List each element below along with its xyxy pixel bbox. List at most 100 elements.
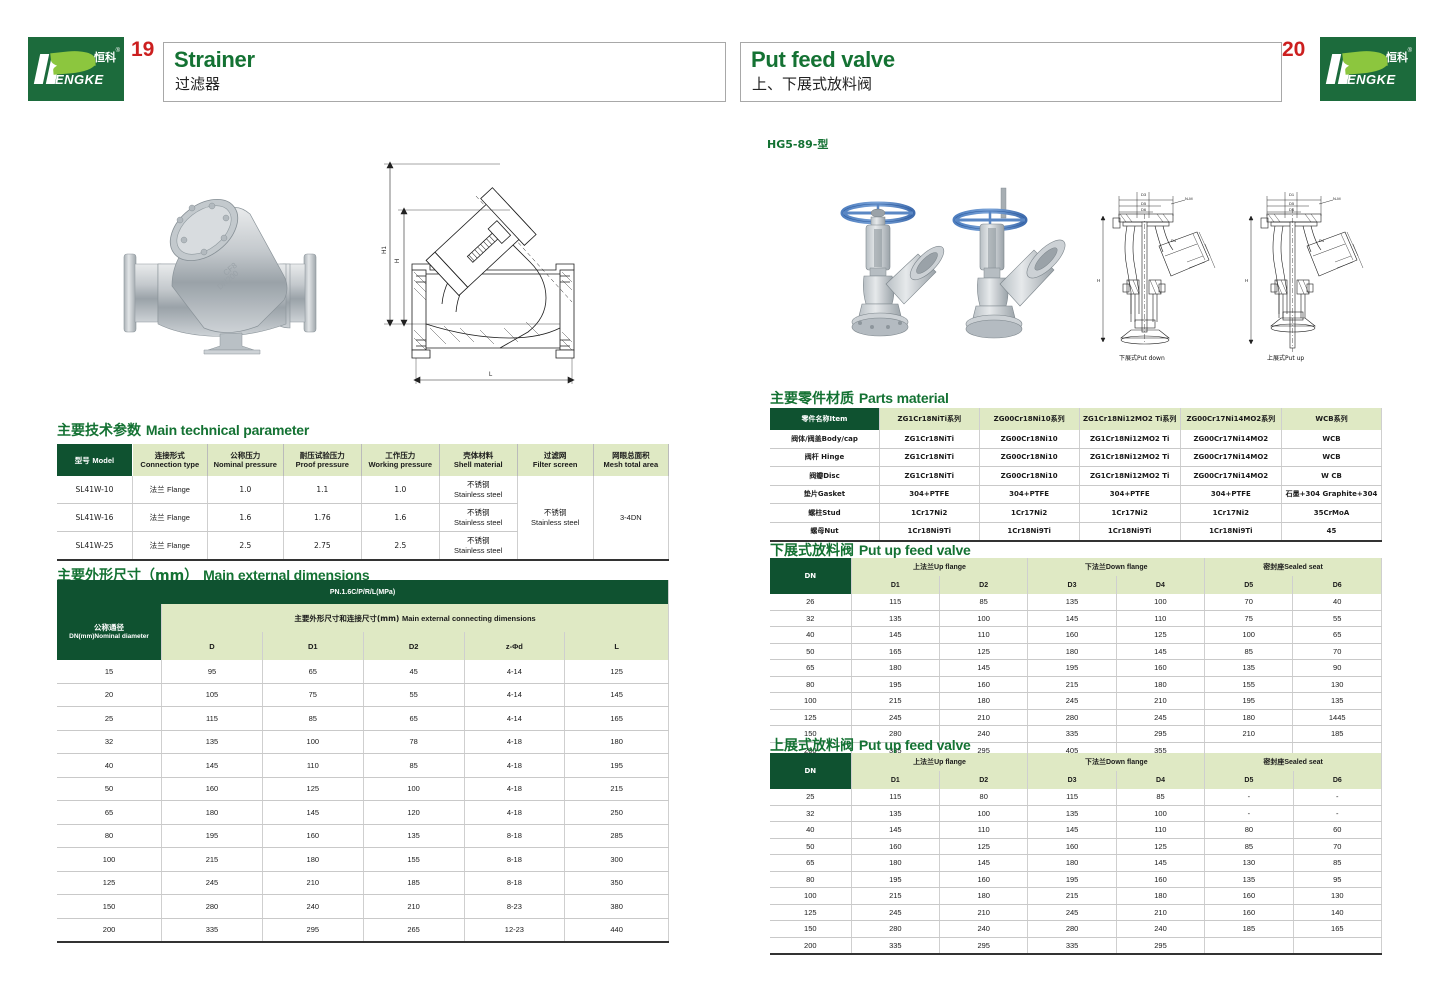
cell-dn: 50 [770, 643, 852, 660]
cell-dn: 40 [770, 821, 852, 839]
col-l: L [564, 632, 669, 660]
svg-text:H: H [1245, 278, 1248, 283]
cell-nominal: 1.6 [207, 503, 284, 532]
cell-d: 160 [161, 777, 263, 801]
cell-model: SL41W-25 [57, 531, 133, 561]
cell-dn: 32 [770, 610, 852, 627]
cell-z-φd: 4-14 [464, 683, 566, 707]
table-row: 32 135 100 145 110 75 55 [770, 610, 1382, 627]
cell-d5: 130 [1204, 854, 1294, 872]
cell-d1: 245 [851, 709, 940, 726]
valve-group-2: 密封座Sealed seat [1204, 558, 1382, 576]
cell-d: 115 [161, 706, 263, 731]
cell-d2: 240 [939, 920, 1029, 938]
cell-d3: 145 [1027, 610, 1117, 627]
cell-item: 阀体/阀盖Body/cap [770, 430, 880, 449]
cell-d1: 75 [262, 683, 364, 707]
cell-d1: 195 [851, 676, 940, 693]
cell-d6: 70 [1293, 838, 1383, 855]
valve-col-d2: D2 [939, 576, 1029, 594]
main-external-dimensions-table: PN.1.6C/P/R/L(MPa) 公称通径 DN(mm)Nominal dia… [57, 580, 669, 943]
cell-material-3: ZG1Cr18Ni12MO2 Ti [1079, 430, 1181, 449]
cell-connection: 法兰 Flange [132, 531, 208, 561]
cell-d3: 195 [1027, 871, 1117, 888]
cell-d2: 110 [939, 626, 1029, 644]
cell-d6: 185 [1292, 725, 1382, 743]
cell-d4: 180 [1116, 676, 1206, 693]
page-title-cn-right: 上、下展式放料阀 [752, 75, 873, 93]
cell-l: 440 [564, 918, 669, 943]
banner-pn: PN.1.6C/P/R/L(MPa) [57, 580, 669, 604]
cell-d2: 125 [939, 838, 1029, 855]
cell-material-5: 石墨+304 Graphite+304 [1281, 485, 1383, 504]
table-row: 65 180 145 180 145 130 85 [770, 854, 1383, 872]
cell-material-1: 1Cr18Ni9Ti [879, 522, 980, 542]
parts-col-0: 零件名称Item [770, 408, 880, 430]
table-row: 阀杆 Hinge ZG1Cr18NiTi ZG00Cr18Ni10 ZG1Cr18Ni… [770, 448, 1383, 467]
cell-l: 145 [564, 683, 669, 707]
cell-d3: 215 [1027, 887, 1117, 905]
cell-d1: 180 [262, 847, 364, 872]
cell-dn: 125 [770, 709, 852, 726]
cell-dn: 15 [57, 660, 163, 684]
cell-shell: 不锈钢 Stainless steel [439, 503, 518, 532]
cell-d1: 100 [262, 730, 364, 754]
cell-d2: 180 [939, 887, 1029, 905]
table-header-row: 零件名称Item ZG1Cr18NiTi系列 ZG00Cr18Ni10系列 ZG1Cr… [770, 408, 1383, 430]
cell-d4: 145 [1116, 854, 1206, 872]
cell-d2: 100 [363, 777, 465, 801]
table-header-row-group: DN 上法兰Up flange 下法兰Down flange 密封座Sealed se… [770, 558, 1382, 594]
page-title-box-right: Put feed valve 上、下展式放料阀 [740, 42, 1282, 102]
table-row: 螺母Nut 1Cr18Ni9Ti 1Cr18Ni9Ti 1Cr18Ni9Ti 1Cr18… [770, 522, 1383, 542]
cell-material-4: 304+PTFE [1180, 485, 1282, 504]
cell-d2: 120 [363, 800, 465, 825]
parts-col-3: ZG1Cr18Ni12MO2 Ti系列 [1079, 408, 1181, 430]
cell-material-5: WCB [1281, 448, 1383, 467]
cell-d6: 130 [1293, 887, 1383, 905]
cell-d2: 295 [939, 937, 1029, 955]
cell-d4: 100 [1116, 805, 1206, 822]
cell-dn: 125 [770, 904, 852, 921]
cell-dn: 80 [770, 676, 852, 693]
table-row: SL41W-25 法兰 Flange 2.5 2.75 2.5 不锈钢 Stain… [57, 531, 669, 561]
cell-d5: - [1204, 805, 1294, 822]
cell-dn: 150 [57, 894, 163, 919]
cell-d4: 210 [1116, 904, 1206, 921]
valve-col-d2: D2 [939, 771, 1029, 789]
valve-group-0: 上法兰Up flange [851, 558, 1029, 576]
cell-l: 165 [564, 706, 669, 731]
section-heading-parts-material: 主要零件材质 Parts material [770, 388, 949, 408]
cell-d4: 110 [1116, 610, 1206, 627]
cell-dn: 200 [57, 918, 163, 943]
cell-d1: 180 [851, 854, 941, 872]
cell-dn: 25 [57, 706, 163, 731]
cell-d4: 85 [1116, 789, 1206, 806]
table-row: 26 115 85 135 100 70 40 [770, 594, 1382, 611]
cell-d4: 125 [1116, 838, 1206, 855]
cell-d2: 265 [363, 918, 465, 943]
cell-material-4: ZG00Cr17Ni14MO2 [1180, 430, 1282, 449]
cell-material-4: 1Cr17Ni2 [1180, 503, 1282, 523]
cell-d2: 85 [939, 594, 1029, 611]
cell-d5: 195 [1204, 692, 1294, 710]
parts-col-1: ZG1Cr18NiTi系列 [879, 408, 980, 430]
cell-material-3: 1Cr17Ni2 [1079, 503, 1181, 523]
cell-d3: 135 [1027, 594, 1117, 611]
cell-d: 105 [161, 683, 263, 707]
cell-d2: 185 [363, 871, 465, 895]
cell-dn: 150 [770, 920, 852, 938]
cell-d2: 125 [939, 643, 1029, 660]
table-row: 125 245 210 280 245 180 1445 [770, 709, 1382, 726]
cell-material-5: 45 [1281, 522, 1383, 542]
cell-d6: - [1293, 789, 1383, 806]
cell-d4: 100 [1116, 594, 1206, 611]
cell-l: 180 [564, 730, 669, 754]
cell-l: 380 [564, 894, 669, 919]
brand-logo-left: ENGKE 恒科 ® [28, 37, 124, 101]
cell-d: 180 [161, 800, 263, 825]
cell-item: 螺母Nut [770, 522, 880, 542]
valve-group-0: 上法兰Up flange [851, 753, 1029, 771]
cell-d4: 160 [1116, 659, 1206, 677]
cell-d2: 45 [363, 660, 465, 684]
cell-d2: 135 [363, 824, 465, 848]
